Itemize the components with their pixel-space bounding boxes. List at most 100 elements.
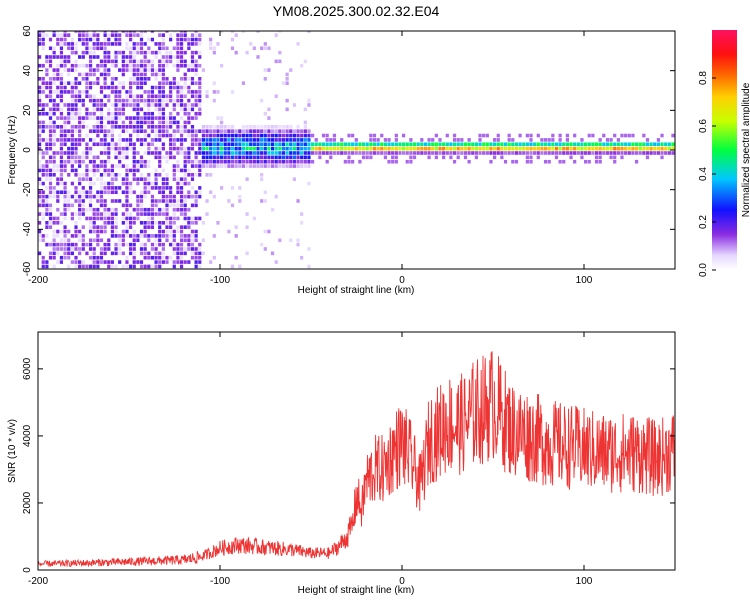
heatmap-cell xyxy=(158,46,162,51)
heatmap-cell xyxy=(63,168,67,173)
heatmap-cell xyxy=(136,77,140,81)
heatmap-cell xyxy=(161,142,165,147)
heatmap-cell xyxy=(125,168,129,173)
heatmap-cell xyxy=(136,133,140,138)
heatmap-cell xyxy=(56,103,60,107)
heatmap-cell xyxy=(664,146,668,151)
heatmap-cell xyxy=(212,234,216,238)
heatmap-cell xyxy=(59,229,64,234)
heatmap-cell xyxy=(402,146,406,151)
heatmap-cell xyxy=(285,98,289,103)
heatmap-cell xyxy=(139,242,144,247)
heatmap-cell xyxy=(245,159,249,164)
heatmap-cell xyxy=(285,151,289,155)
heatmap-cell xyxy=(303,120,307,125)
heatmap-cell xyxy=(405,142,409,147)
heatmap-cell xyxy=(158,260,162,264)
heatmap-cell xyxy=(114,142,118,147)
heatmap-cell xyxy=(110,129,114,133)
heatmap-cell xyxy=(187,247,191,251)
heatmap-cell xyxy=(88,50,93,55)
heatmap-cell xyxy=(52,46,56,51)
heatmap-cell xyxy=(52,164,56,168)
heatmap-cell xyxy=(139,264,144,269)
heatmap-cell xyxy=(194,234,198,238)
heatmap-cell xyxy=(129,98,133,103)
heatmap-cell xyxy=(70,111,74,116)
heatmap-cell xyxy=(205,151,209,155)
heatmap-cell xyxy=(281,151,286,155)
heatmap-cell xyxy=(158,164,162,168)
heatmap-cell xyxy=(129,251,133,256)
heatmap-cell xyxy=(143,90,147,94)
heatmap-cell xyxy=(220,31,224,33)
heatmap-cell xyxy=(114,151,118,155)
heatmap-cell xyxy=(223,142,227,147)
heatmap-cell xyxy=(489,159,493,164)
heatmap-cell xyxy=(183,159,187,164)
heatmap-cell xyxy=(38,111,42,116)
heatmap-cell xyxy=(110,146,114,151)
heatmap-cell xyxy=(136,107,140,112)
heatmap-cell xyxy=(289,155,293,160)
heatmap-cell xyxy=(59,125,64,129)
heatmap-cell xyxy=(300,133,304,138)
heatmap-cell xyxy=(209,164,213,168)
heatmap-cell xyxy=(99,42,104,46)
heatmap-cell xyxy=(59,46,64,51)
heatmap-cell xyxy=(63,33,67,37)
heatmap-cell xyxy=(645,151,650,155)
heatmap-cell xyxy=(307,155,311,160)
heatmap-cell xyxy=(609,142,613,147)
heatmap-cell xyxy=(56,190,60,195)
heatmap-cell xyxy=(96,37,100,42)
heatmap-cell xyxy=(99,85,104,90)
heatmap-cell xyxy=(74,129,78,133)
heatmap-cell xyxy=(70,46,74,51)
heatmap-cell xyxy=(649,146,653,151)
heatmap-cell xyxy=(129,33,133,37)
heatmap-cell xyxy=(52,264,56,269)
heatmap-cell xyxy=(536,151,540,155)
heatmap-cell xyxy=(74,212,78,216)
heatmap-cell xyxy=(154,212,158,216)
heatmap-cell xyxy=(139,42,144,46)
heatmap-cell xyxy=(125,181,129,186)
heatmap-cell xyxy=(78,37,82,42)
heatmap-cell xyxy=(165,116,169,120)
heatmap-cell xyxy=(121,155,125,160)
heatmap-cell xyxy=(260,142,264,147)
heatmap-cell xyxy=(278,50,282,55)
heatmap-cell xyxy=(150,72,155,77)
heatmap-cell xyxy=(187,129,191,133)
heatmap-cell xyxy=(92,116,96,120)
heatmap-cell xyxy=(161,120,165,125)
heatmap-cell xyxy=(165,173,169,177)
heatmap-cell xyxy=(391,159,395,164)
heatmap-cell xyxy=(569,151,573,155)
heatmap-cell xyxy=(169,229,173,234)
heatmap-cell xyxy=(507,133,511,138)
heatmap-cell xyxy=(169,90,173,94)
heatmap-cell xyxy=(48,111,53,116)
heatmap-cell xyxy=(143,251,147,256)
heatmap-cell xyxy=(584,151,588,155)
heatmap-cell xyxy=(260,164,264,168)
heatmap-cell xyxy=(52,31,56,33)
heatmap-cell xyxy=(194,133,198,138)
heatmap-cell xyxy=(63,164,67,168)
heatmap-cell xyxy=(99,138,104,142)
heatmap-cell xyxy=(41,234,45,238)
heatmap-cell xyxy=(59,181,64,186)
heatmap-cell xyxy=(139,46,144,51)
heatmap-cell xyxy=(96,194,100,199)
snr-x-label: Height of straight line (km) xyxy=(298,585,415,596)
heatmap-cell xyxy=(41,103,45,107)
heatmap-cell xyxy=(620,151,624,155)
heatmap-cell xyxy=(143,234,147,238)
heatmap-cell xyxy=(165,225,169,229)
heatmap-cell xyxy=(179,212,184,216)
heatmap-cell xyxy=(587,133,591,138)
heatmap-cell xyxy=(48,181,53,186)
heatmap-cell xyxy=(150,181,155,186)
